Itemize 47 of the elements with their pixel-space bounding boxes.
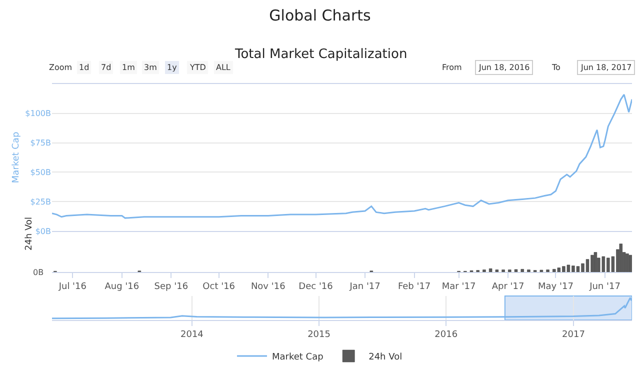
- text: Zoom: [49, 63, 72, 72]
- x-tick-label: Dec '16: [298, 282, 334, 292]
- text: Jun 18, 2017: [580, 63, 632, 72]
- x-tick-label: Apr '17: [492, 282, 524, 292]
- bar: [628, 254, 632, 272]
- x-tick-label: 2015: [308, 330, 330, 340]
- y-tick-label: $100B: [25, 109, 51, 118]
- text: 1y: [167, 63, 178, 72]
- text: 7d: [101, 63, 112, 72]
- line-series: [52, 94, 632, 219]
- y-tick-label: $75B: [30, 138, 51, 148]
- text: Jun 18, 2016: [478, 63, 530, 72]
- x-tick-label: Mar '17: [442, 282, 476, 292]
- chart-subtitle: Total Market Capitalization: [234, 47, 408, 62]
- x-tick-label: Oct '16: [202, 282, 236, 292]
- x-tick-label: Jan '17: [348, 282, 380, 292]
- bar: [594, 252, 598, 272]
- chart-title: Global Charts: [269, 6, 372, 24]
- x-tick-label: 2014: [180, 330, 204, 340]
- y-axis-title: Market Cap: [11, 132, 22, 184]
- x-tick-label: 2017: [562, 330, 585, 340]
- bar: [619, 244, 622, 272]
- text: 1d: [79, 63, 90, 72]
- bar: [520, 269, 524, 272]
- y-axis-title: 24h Vol: [24, 217, 34, 250]
- bar: [489, 268, 492, 272]
- x-tick-label: May '17: [538, 282, 574, 292]
- legend-label: 24h Vol: [368, 352, 402, 363]
- x-tick-label: Aug '16: [104, 282, 140, 292]
- x-tick-label: Nov '16: [250, 282, 286, 292]
- text: 3m: [144, 63, 158, 72]
- text: 1m: [122, 63, 136, 72]
- x-tick-label: Jul '16: [58, 282, 87, 292]
- x-tick-label: Sep '16: [154, 282, 188, 292]
- y-tick-label: $25B: [30, 197, 51, 206]
- bar: [514, 269, 518, 272]
- text: 0B: [33, 268, 44, 277]
- x-tick-label: Feb '17: [398, 282, 431, 292]
- legend-label: Market Cap: [272, 352, 324, 363]
- text: From: [442, 63, 462, 72]
- x-tick-label: Jun '17: [588, 282, 620, 292]
- y-tick-label: $50B: [30, 168, 51, 177]
- text: ALL: [216, 63, 231, 72]
- y-tick-label: $0B: [35, 226, 51, 236]
- x-tick-label: 2016: [434, 330, 458, 340]
- text: YTD: [189, 63, 206, 72]
- text: To: [551, 63, 561, 72]
